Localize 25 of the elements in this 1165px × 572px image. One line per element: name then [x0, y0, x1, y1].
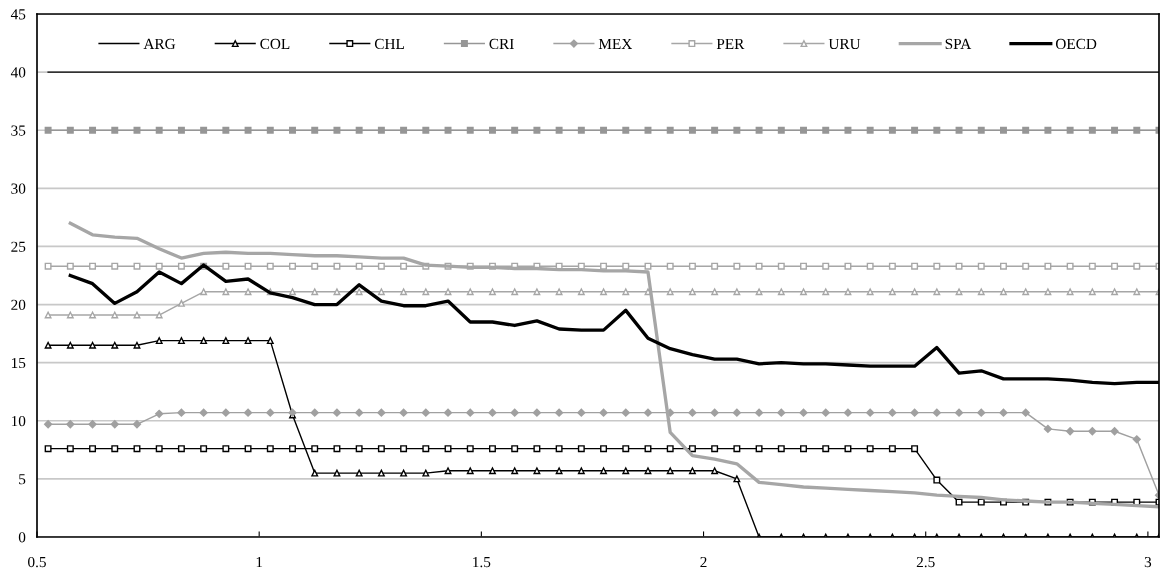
x-tick-label: 1.5 [473, 556, 491, 568]
legend-label: PER [716, 38, 745, 49]
y-tick-label: 10 [11, 415, 26, 427]
y-tick-label: 15 [11, 357, 26, 369]
x-tick-label: 0.5 [28, 556, 46, 568]
legend-label: ARG [143, 38, 176, 50]
x-tick-label: 3 [1144, 556, 1152, 568]
legend-label: SPA [945, 38, 972, 50]
legend-label: COL [260, 38, 290, 50]
y-tick-label: 0 [18, 532, 26, 543]
legend-label: CRI [489, 38, 514, 50]
y-tick-label: 25 [11, 241, 26, 252]
legend-label: URU [828, 38, 861, 50]
legend-label: MEX [598, 38, 633, 49]
y-tick-label: 45 [10, 9, 26, 20]
y-tick-label: 5 [19, 474, 26, 485]
y-tick-label: 35 [11, 125, 26, 136]
y-tick-label: 30 [11, 183, 26, 194]
x-tick-label: 1 [256, 556, 263, 568]
y-tick-label: 20 [11, 299, 26, 311]
legend-label: CHL [374, 38, 404, 50]
x-tick-label: 2 [700, 556, 707, 568]
y-tick-label: 40 [10, 67, 26, 78]
x-tick-label: 2.5 [916, 556, 935, 568]
legend-label: OECD [1055, 38, 1097, 50]
